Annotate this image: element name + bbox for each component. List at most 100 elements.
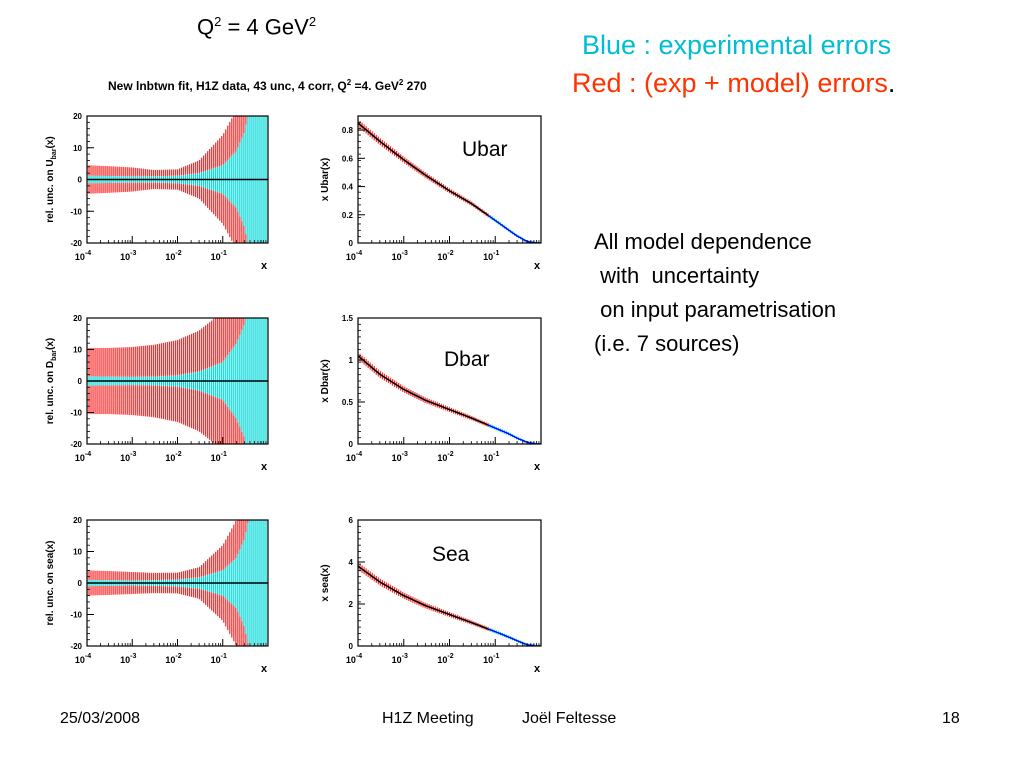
model-error-bar <box>104 385 106 415</box>
model-error-bar <box>118 182 120 193</box>
model-error-bar <box>223 596 225 623</box>
model-error-bar <box>257 488 258 507</box>
model-error-bar <box>219 548 221 572</box>
x-axis-label: x <box>534 663 541 675</box>
model-error-bar <box>98 183 100 194</box>
model-error-bar <box>168 572 171 580</box>
model-error-bar <box>182 166 185 175</box>
model-error-bar <box>241 221 243 243</box>
model-error-bar <box>231 412 233 444</box>
model-error-bar <box>90 183 92 194</box>
model-error-bar <box>92 165 94 176</box>
model-error-bar <box>126 571 128 581</box>
model-error-bar <box>196 390 199 431</box>
model-error-bar <box>136 346 138 377</box>
model-error-bar <box>251 660 252 700</box>
model-error-bar <box>136 572 138 581</box>
model-error-bar <box>138 572 140 581</box>
model-error-bar <box>110 571 112 581</box>
note-line: (i.e. 7 sources) <box>594 331 740 356</box>
plot-area <box>87 255 268 507</box>
model-error-bar <box>213 553 215 574</box>
model-error-bar <box>261 501 262 507</box>
model-error-bar <box>198 588 201 600</box>
model-error-bar <box>96 570 98 580</box>
model-error-bar <box>190 184 193 196</box>
plot-frame <box>357 317 542 445</box>
x-tick-label: 10-4 <box>75 451 91 463</box>
model-error-bar <box>164 169 167 177</box>
model-error-bar <box>192 162 195 174</box>
model-error-bar <box>237 520 239 555</box>
model-error-bar <box>144 385 146 417</box>
model-error-bar <box>172 586 175 594</box>
model-error-bar <box>100 183 102 194</box>
model-error-bar <box>140 385 142 416</box>
footer-date: 25/03/2008 <box>60 710 141 727</box>
model-error-bar <box>120 166 122 177</box>
model-error-bar <box>114 585 116 595</box>
model-error-bar <box>94 165 96 176</box>
model-error-bar <box>164 386 167 420</box>
model-error-bar <box>211 555 213 574</box>
model-error-bar <box>251 465 252 506</box>
model-error-bar <box>257 287 258 306</box>
model-error-bar <box>203 590 205 603</box>
model-error-bar <box>255 255 256 281</box>
model-error-bar <box>136 585 138 594</box>
model-error-bar <box>213 592 215 613</box>
model-error-bar <box>164 572 167 580</box>
model-error-bar <box>229 318 231 353</box>
model-error-bar <box>96 183 98 194</box>
model-error-bar <box>233 116 235 154</box>
model-error-bar <box>188 569 191 579</box>
model-error-bar <box>227 199 229 234</box>
x-tick-label: 10-3 <box>392 653 408 665</box>
note-line: with uncertainty <box>594 263 760 288</box>
model-error-bar <box>132 346 134 377</box>
model-error-bar <box>148 572 150 581</box>
model-error-bar <box>126 167 128 177</box>
model-error-bar <box>154 344 157 377</box>
model-error-bar <box>235 318 237 344</box>
model-error-bar <box>104 183 106 193</box>
model-error-bar <box>241 431 243 444</box>
fit-title: New lnbtwn fit, H1Z data, 43 unc, 4 corr… <box>108 78 427 93</box>
model-error-bar <box>190 163 193 175</box>
model-error-bar <box>170 169 173 176</box>
model-error-bar <box>132 572 134 581</box>
model-error-bar <box>138 168 140 177</box>
y-tick-label: 6 <box>349 516 354 525</box>
model-error-bar <box>110 385 112 415</box>
x-axis-label: x <box>261 663 268 675</box>
model-error-bar <box>96 586 98 596</box>
model-error-bar <box>156 572 159 581</box>
model-error-bar <box>245 520 247 533</box>
model-error-bar <box>88 165 90 176</box>
model-error-bar <box>188 164 191 175</box>
x-tick-label: 10-4 <box>346 653 362 665</box>
model-error-bar <box>114 347 116 377</box>
model-error-bar <box>259 294 260 307</box>
model-error-bar <box>122 571 124 581</box>
model-error-bar <box>120 571 122 581</box>
y-tick-label: 4 <box>349 558 354 567</box>
model-error-bar <box>205 393 207 437</box>
model-error-bar <box>154 572 157 581</box>
model-error-bar <box>148 585 150 594</box>
y-tick-label: -10 <box>70 409 82 418</box>
model-error-bar <box>194 161 197 174</box>
model-error-bar <box>235 207 237 243</box>
model-error-bar <box>170 341 173 376</box>
model-error-bar <box>227 406 229 444</box>
model-error-bar <box>196 567 199 578</box>
model-error-bar <box>88 570 90 580</box>
model-error-bar <box>170 386 173 421</box>
model-error-bar <box>124 585 126 595</box>
model-error-bar <box>156 182 159 190</box>
model-error-bar <box>176 386 179 422</box>
model-error-bar <box>144 572 146 581</box>
model-error-bar <box>136 385 138 416</box>
model-error-bar <box>190 569 193 579</box>
model-error-bar <box>231 318 233 350</box>
